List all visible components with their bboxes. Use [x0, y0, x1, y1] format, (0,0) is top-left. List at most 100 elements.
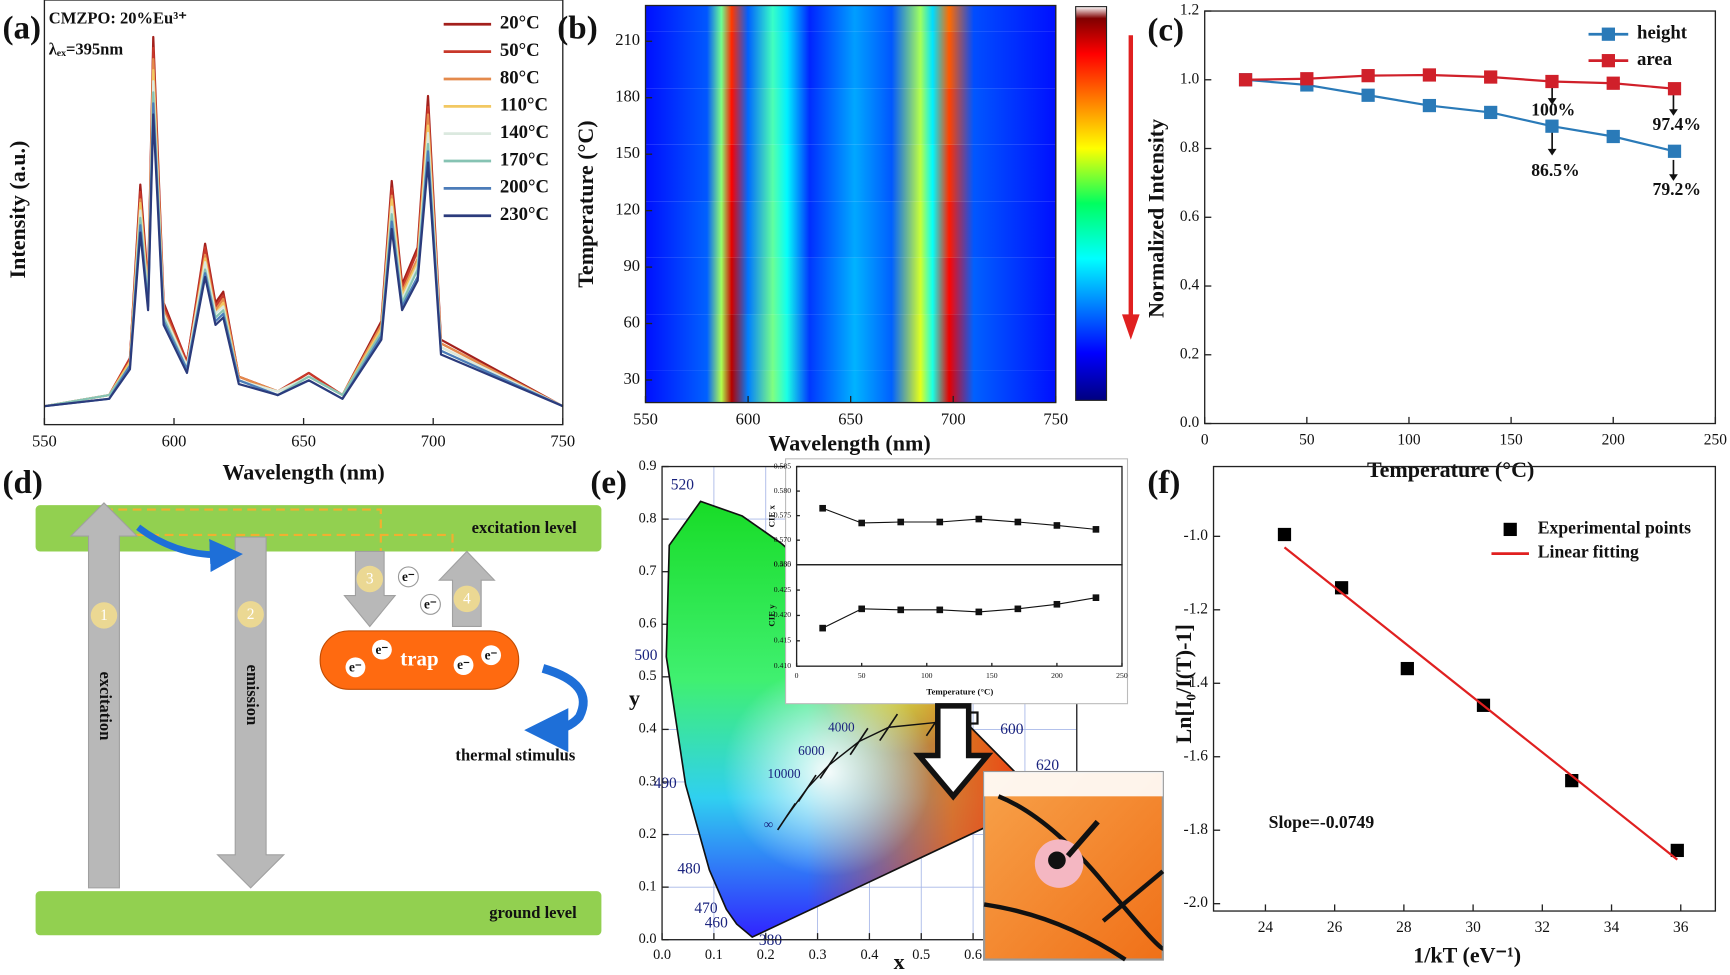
y-tick-label: 1.2: [1180, 2, 1199, 19]
panel-label: (a): [3, 10, 42, 46]
legend-label: area: [1637, 49, 1673, 70]
x-axis-label: Temperature (°C): [1367, 457, 1534, 482]
y-tick-label: 0.8: [1180, 139, 1200, 156]
x-tick-label: 50: [858, 671, 866, 680]
electron: e⁻: [375, 642, 388, 657]
x-tick-label: 36: [1673, 919, 1689, 936]
legend-label: height: [1637, 22, 1688, 43]
zoom-isotherm: [1065, 819, 1100, 858]
annotation: Slope=-0.0749: [1269, 812, 1375, 832]
marker: [1484, 70, 1498, 84]
panel-label: (e): [590, 465, 627, 501]
heatmap-row: [645, 5, 1056, 32]
x-tick-label: 24: [1258, 919, 1274, 936]
y-tick-label: 180: [615, 87, 640, 106]
marker: [1545, 74, 1559, 89]
step-badge: [90, 602, 118, 629]
marker: [1053, 522, 1061, 529]
x-tick-label: 650: [838, 410, 863, 429]
x-tick-label: 28: [1396, 919, 1412, 936]
x-axis-label: 1/kT (eV⁻¹): [1413, 942, 1521, 967]
legend-label: 50°C: [500, 40, 540, 61]
plot-frame: [1204, 10, 1717, 425]
series-line: [1245, 78, 1675, 153]
zoom-callout: [913, 703, 1165, 962]
isotherm: [849, 727, 869, 756]
marker: [1422, 98, 1437, 113]
panel-label: (b): [557, 10, 597, 46]
heatmap-row: [645, 257, 1056, 315]
marker: [1606, 76, 1620, 90]
stimulus-arrow: [524, 664, 588, 753]
y-tick-label: -1.6: [1184, 747, 1209, 764]
plot-frame: [644, 4, 1057, 404]
zoom-curve: [997, 794, 1164, 951]
legend-label: 110°C: [500, 95, 548, 116]
x-tick-label: 26: [1327, 919, 1343, 936]
panel-label: (d): [3, 465, 43, 501]
y-tick-label: 0.580: [774, 486, 792, 495]
x-tick-label: 0.0: [653, 947, 671, 963]
marker: [819, 624, 826, 632]
wavelength-label: 470: [694, 900, 717, 917]
series-line: [44, 80, 564, 408]
inset-background: [785, 458, 1129, 705]
y-axis-label: Normalized Intensity: [1143, 119, 1168, 318]
y-tick-label: 0.0: [1180, 414, 1200, 431]
marker: [1014, 518, 1022, 526]
y-tick-label: 0.2: [1180, 345, 1199, 362]
step-number: 1: [100, 607, 108, 624]
y-axis-label: Temperature (°C): [573, 120, 598, 287]
arrow: [216, 536, 286, 889]
legend-label: 80°C: [500, 67, 540, 88]
plot-frame: [795, 564, 1123, 667]
legend-label: Experimental points: [1538, 517, 1691, 537]
marker: [936, 518, 944, 526]
wavelength-label: 480: [677, 860, 700, 877]
y-tick-label: 0.1: [639, 878, 657, 894]
trend-arrow-head: [1121, 314, 1140, 340]
y-tick-label: 0.570: [774, 535, 792, 544]
y-tick-label: -1.8: [1184, 821, 1209, 838]
x-tick-label: 550: [633, 410, 658, 429]
x-tick-label: 150: [986, 671, 998, 680]
step-number: 2: [247, 606, 255, 623]
y-tick-label: 0.9: [639, 458, 657, 474]
x-tick-label: 200: [1051, 671, 1063, 680]
heatmap-row: [645, 144, 1056, 202]
x-tick-label: 100: [921, 671, 933, 680]
marker: [858, 519, 865, 527]
marker: [1361, 88, 1375, 102]
y-axis-label: Ln[I₀/I(T)-1]: [1171, 624, 1196, 743]
marker: [975, 608, 983, 616]
y-tick-label: 0.585: [774, 461, 792, 470]
y-tick-label: 90: [623, 256, 640, 275]
isotherm: [879, 713, 899, 742]
annotation-arrow-head: [1547, 98, 1557, 105]
marker: [1606, 129, 1620, 144]
marker: [819, 504, 826, 512]
wavelength-label: 500: [634, 647, 657, 664]
y-tick-label: 120: [615, 199, 640, 218]
plot-frame: [43, 0, 564, 426]
y-axis-label: CIE x: [766, 504, 776, 527]
spectral-locus: [665, 500, 1045, 939]
panel-label: (f): [1147, 465, 1180, 501]
x-axis-label: x: [894, 949, 905, 974]
zoom-dot: [1048, 851, 1066, 870]
arrow-label: emission: [243, 665, 262, 726]
series-line: [1283, 546, 1678, 861]
series-line: [44, 91, 564, 408]
marker: [1300, 72, 1314, 86]
trap-label: trap: [400, 646, 438, 670]
electron: e⁻: [485, 647, 498, 662]
annotation: λₑₓ=395nm: [49, 40, 124, 59]
y-tick-label: 0.575: [774, 510, 792, 519]
trap-box: [319, 630, 520, 690]
x-tick-label: 250: [1116, 671, 1128, 680]
annotation: 97.4%: [1653, 114, 1701, 134]
x-tick-label: 34: [1604, 919, 1620, 936]
y-tick-label: 0.410: [774, 661, 792, 670]
marker: [1670, 843, 1684, 858]
y-axis-label: CIE y: [766, 604, 776, 627]
